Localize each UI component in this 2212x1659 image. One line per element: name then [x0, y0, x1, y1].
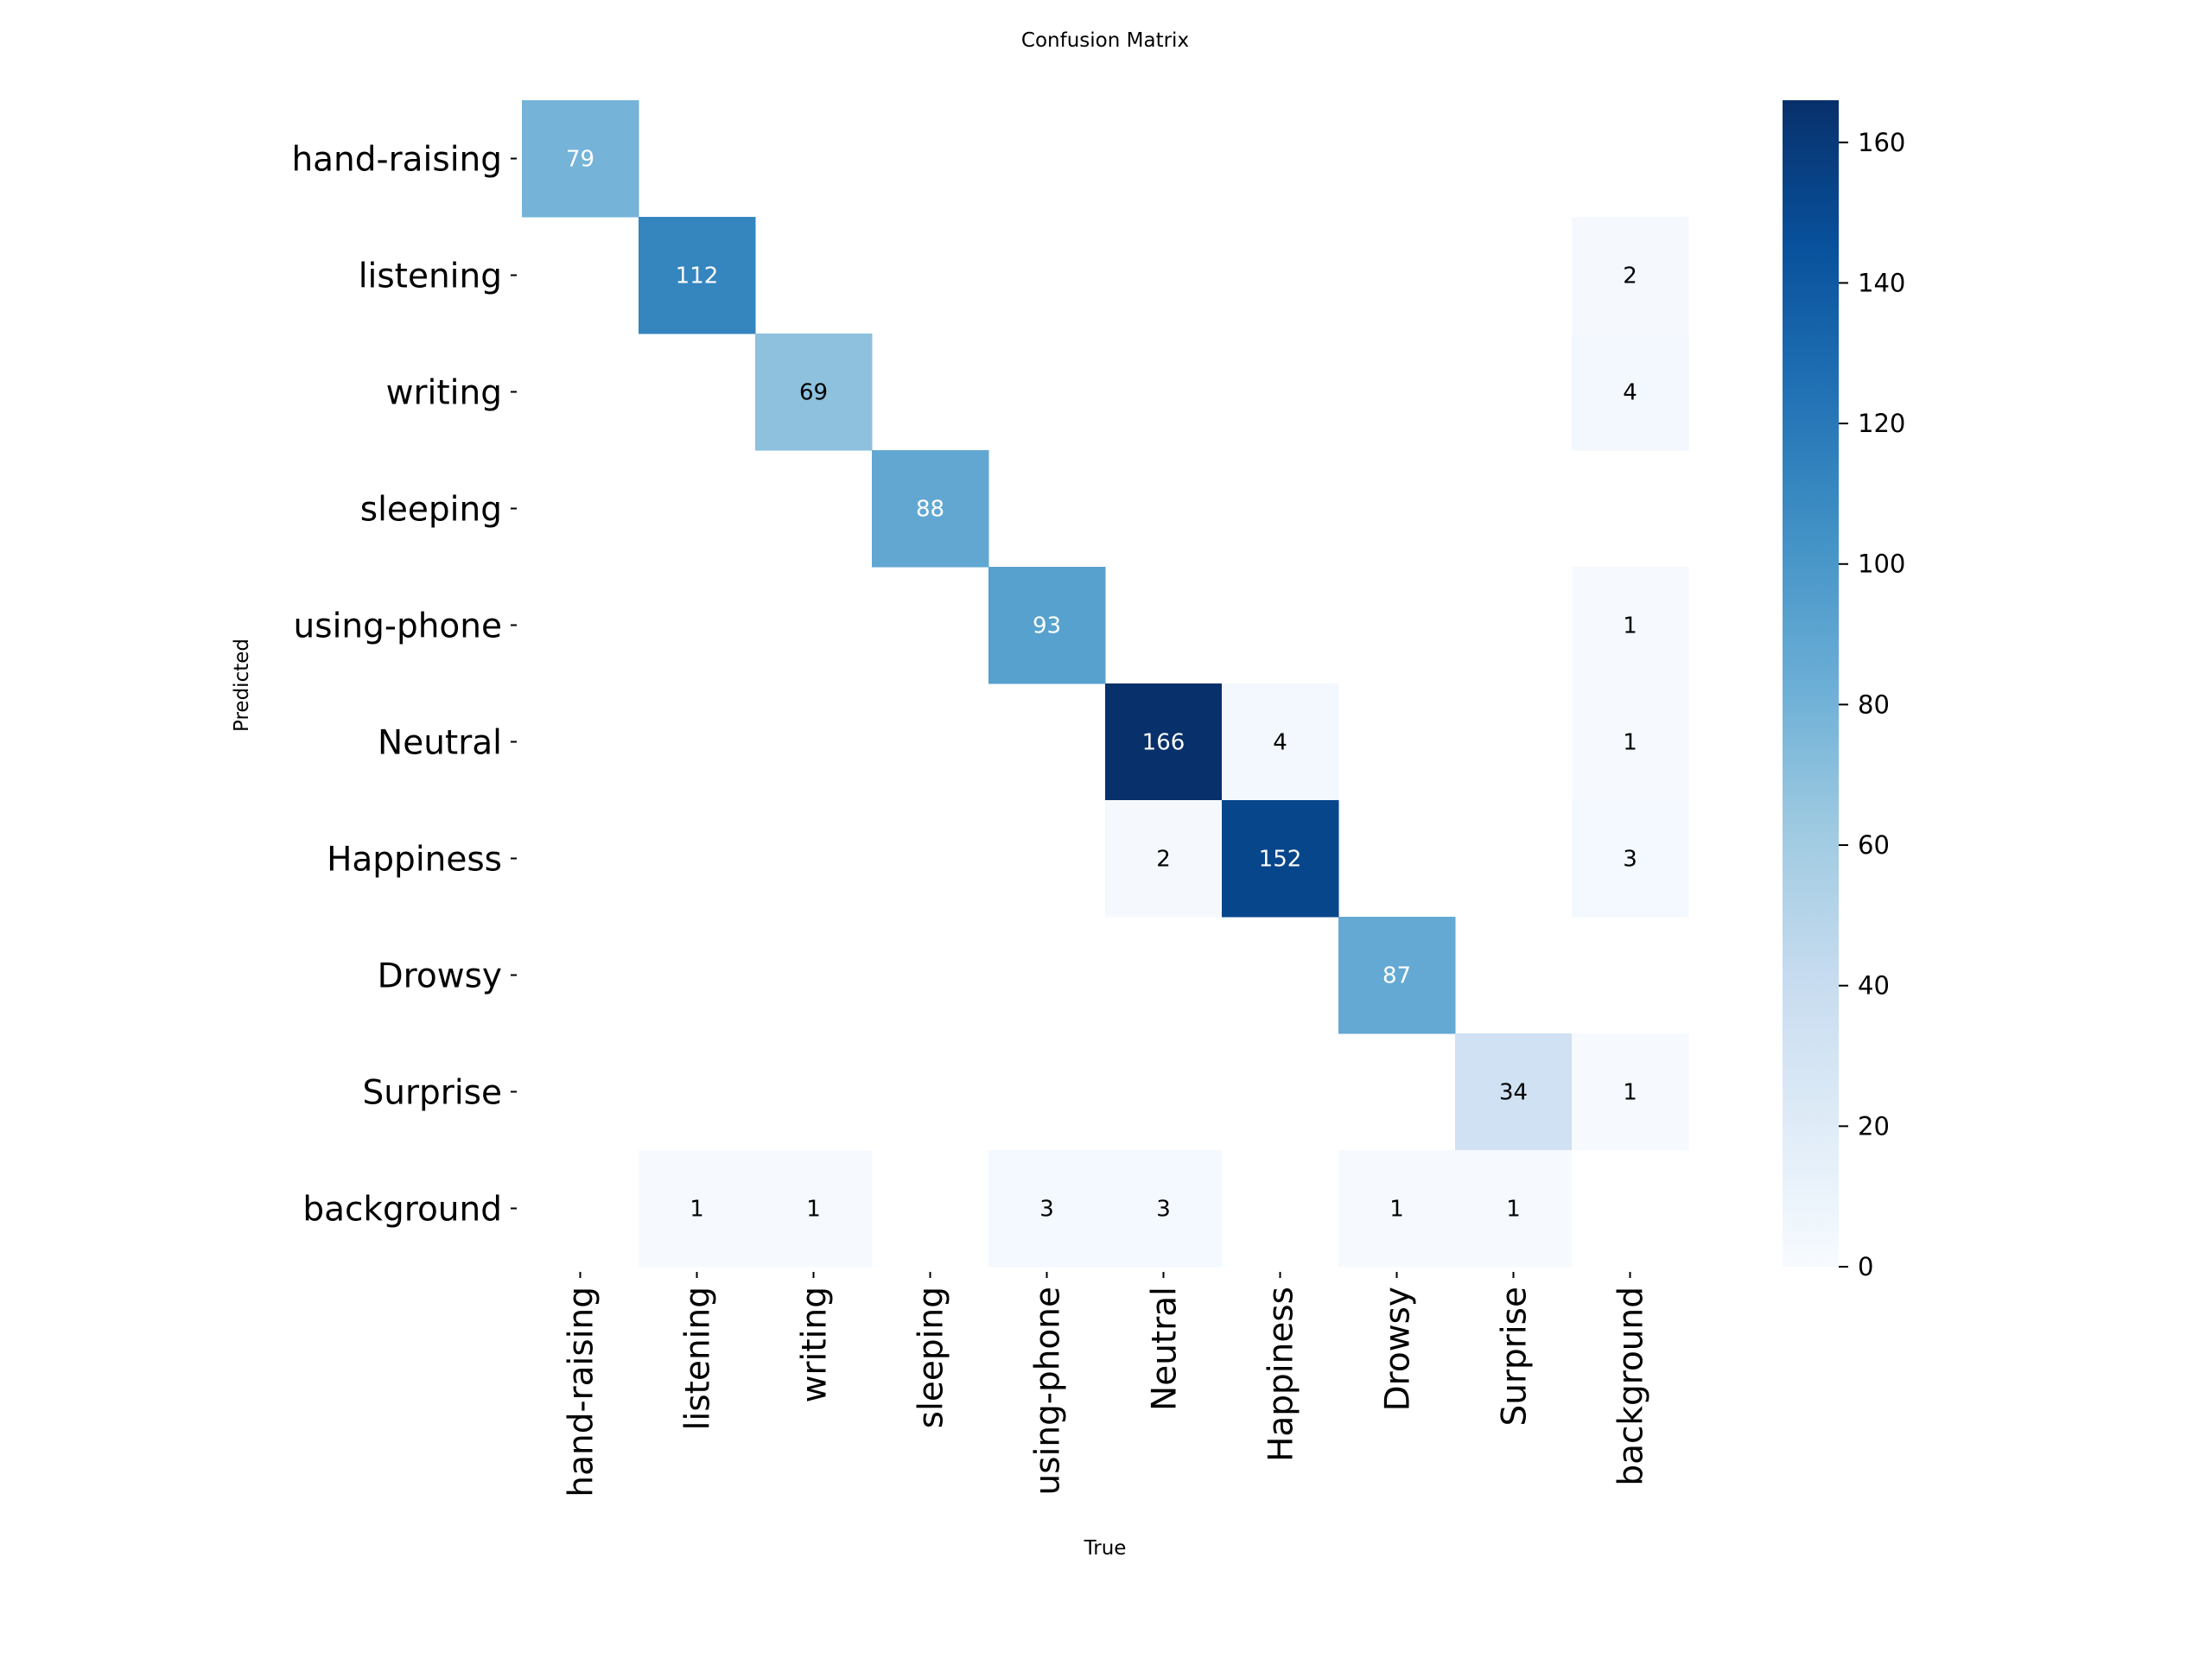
x-tick-labels: hand-raising listening writing sleeping usin… [563, 1272, 1651, 1497]
y-tick-label: writing [386, 374, 502, 413]
cell-annotation: 1 [1623, 613, 1637, 639]
y-tick-label: Happiness [327, 841, 502, 880]
y-axis-label: Predicted [231, 639, 253, 732]
y-tick-label: listening [359, 257, 502, 296]
colorbar-tick-label: 100 [1858, 550, 1905, 579]
heatmap-cell [1338, 917, 1456, 1034]
cell-annotation: 88 [916, 497, 944, 523]
heatmap-cell [1338, 1150, 1456, 1268]
cell-annotation: 1 [806, 1197, 821, 1223]
colorbar-tick-label: 40 [1858, 971, 1890, 1001]
heatmap-cell [639, 217, 756, 334]
colorbar-tick-label: 20 [1858, 1111, 1890, 1141]
heatmap-cell [639, 1150, 756, 1268]
colorbar-tick-label: 80 [1858, 690, 1890, 719]
cell-annotation: 1 [690, 1197, 704, 1223]
heatmap-cell [1572, 217, 1689, 334]
colorbar [1783, 100, 1839, 1267]
cell-annotation: 1 [1623, 1080, 1637, 1106]
cell-annotation: 112 [676, 264, 719, 289]
cell-annotations: 79 112 2 69 4 88 93 1 166 4 1 2 152 3 87 34 1 1 1 3 3 1 1 [566, 147, 1637, 1223]
cell-annotation: 166 [1142, 730, 1185, 756]
cell-annotation: 1 [1623, 730, 1637, 756]
y-tick-labels: hand-raising listening writing sleeping usin… [291, 141, 517, 1230]
cell-annotation: 4 [1623, 380, 1637, 406]
cell-annotation: 3 [1156, 1197, 1171, 1223]
heatmap-cells [522, 100, 1689, 1268]
x-tick-label: hand-raising [563, 1287, 601, 1497]
cell-annotation: 152 [1259, 847, 1302, 873]
chart-title: Confusion Matrix [1021, 29, 1189, 52]
heatmap-cell [1572, 567, 1689, 684]
heatmap-cell [1105, 1150, 1223, 1268]
x-tick-label: Surprise [1496, 1287, 1535, 1426]
x-tick-label: background [1612, 1287, 1651, 1486]
cell-annotation: 79 [566, 147, 594, 173]
cell-annotation: 87 [1382, 963, 1411, 989]
heatmap-cell [1455, 1150, 1573, 1268]
cell-annotation: 4 [1273, 730, 1287, 756]
x-tick-label: Neutral [1146, 1287, 1185, 1411]
colorbar-ticks: 0 20 40 60 80 100 120 140 160 [1839, 128, 1905, 1281]
heatmap-cell [1105, 800, 1223, 918]
heatmap-cell [1572, 683, 1689, 801]
heatmap-cell [1572, 800, 1689, 918]
heatmap-cell [755, 1150, 873, 1268]
heatmap-cell [1572, 334, 1689, 451]
y-tick-label: Neutral [378, 724, 502, 763]
heatmap-cell [1572, 1033, 1689, 1151]
y-tick-label: sleeping [360, 491, 502, 530]
y-tick-label: Surprise [363, 1074, 502, 1113]
x-axis-label: True [1084, 1537, 1127, 1560]
cell-annotation: 1 [1506, 1197, 1521, 1223]
heatmap-cell [522, 100, 639, 218]
colorbar-tick-label: 120 [1858, 409, 1905, 438]
cell-annotation: 69 [799, 380, 828, 406]
cell-annotation: 1 [1389, 1197, 1404, 1223]
x-tick-label: Happiness [1262, 1287, 1301, 1462]
heatmap-cell [755, 334, 873, 451]
colorbar-tick-label: 140 [1858, 268, 1905, 297]
cell-annotation: 2 [1623, 264, 1637, 289]
x-tick-label: writing [796, 1287, 835, 1402]
y-tick-label: background [302, 1191, 502, 1230]
y-tick-label: hand-raising [291, 141, 502, 180]
cell-annotation: 3 [1623, 847, 1637, 873]
heatmap-cell [988, 1150, 1106, 1268]
cell-annotation: 34 [1499, 1080, 1528, 1106]
y-tick-label: using-phone [294, 607, 502, 646]
heatmap-cell [988, 567, 1106, 684]
heatmap-cell [1222, 683, 1339, 801]
y-tick-label: Drowsy [378, 957, 502, 996]
heatmap-cell [872, 450, 989, 568]
heatmap-cell [1222, 800, 1339, 918]
colorbar-tick-label: 160 [1858, 128, 1905, 157]
cell-annotation: 3 [1039, 1197, 1054, 1223]
cell-annotation: 2 [1156, 847, 1171, 873]
x-tick-label: using-phone [1029, 1287, 1068, 1495]
x-tick-label: listening [679, 1287, 718, 1430]
heatmap-cell [1455, 1033, 1573, 1151]
colorbar-tick-label: 0 [1858, 1252, 1873, 1281]
x-tick-label: Drowsy [1379, 1287, 1418, 1411]
x-tick-label: sleeping [912, 1287, 951, 1428]
colorbar-tick-label: 60 [1858, 830, 1890, 860]
cell-annotation: 93 [1033, 613, 1061, 639]
heatmap-cell [1105, 683, 1223, 801]
